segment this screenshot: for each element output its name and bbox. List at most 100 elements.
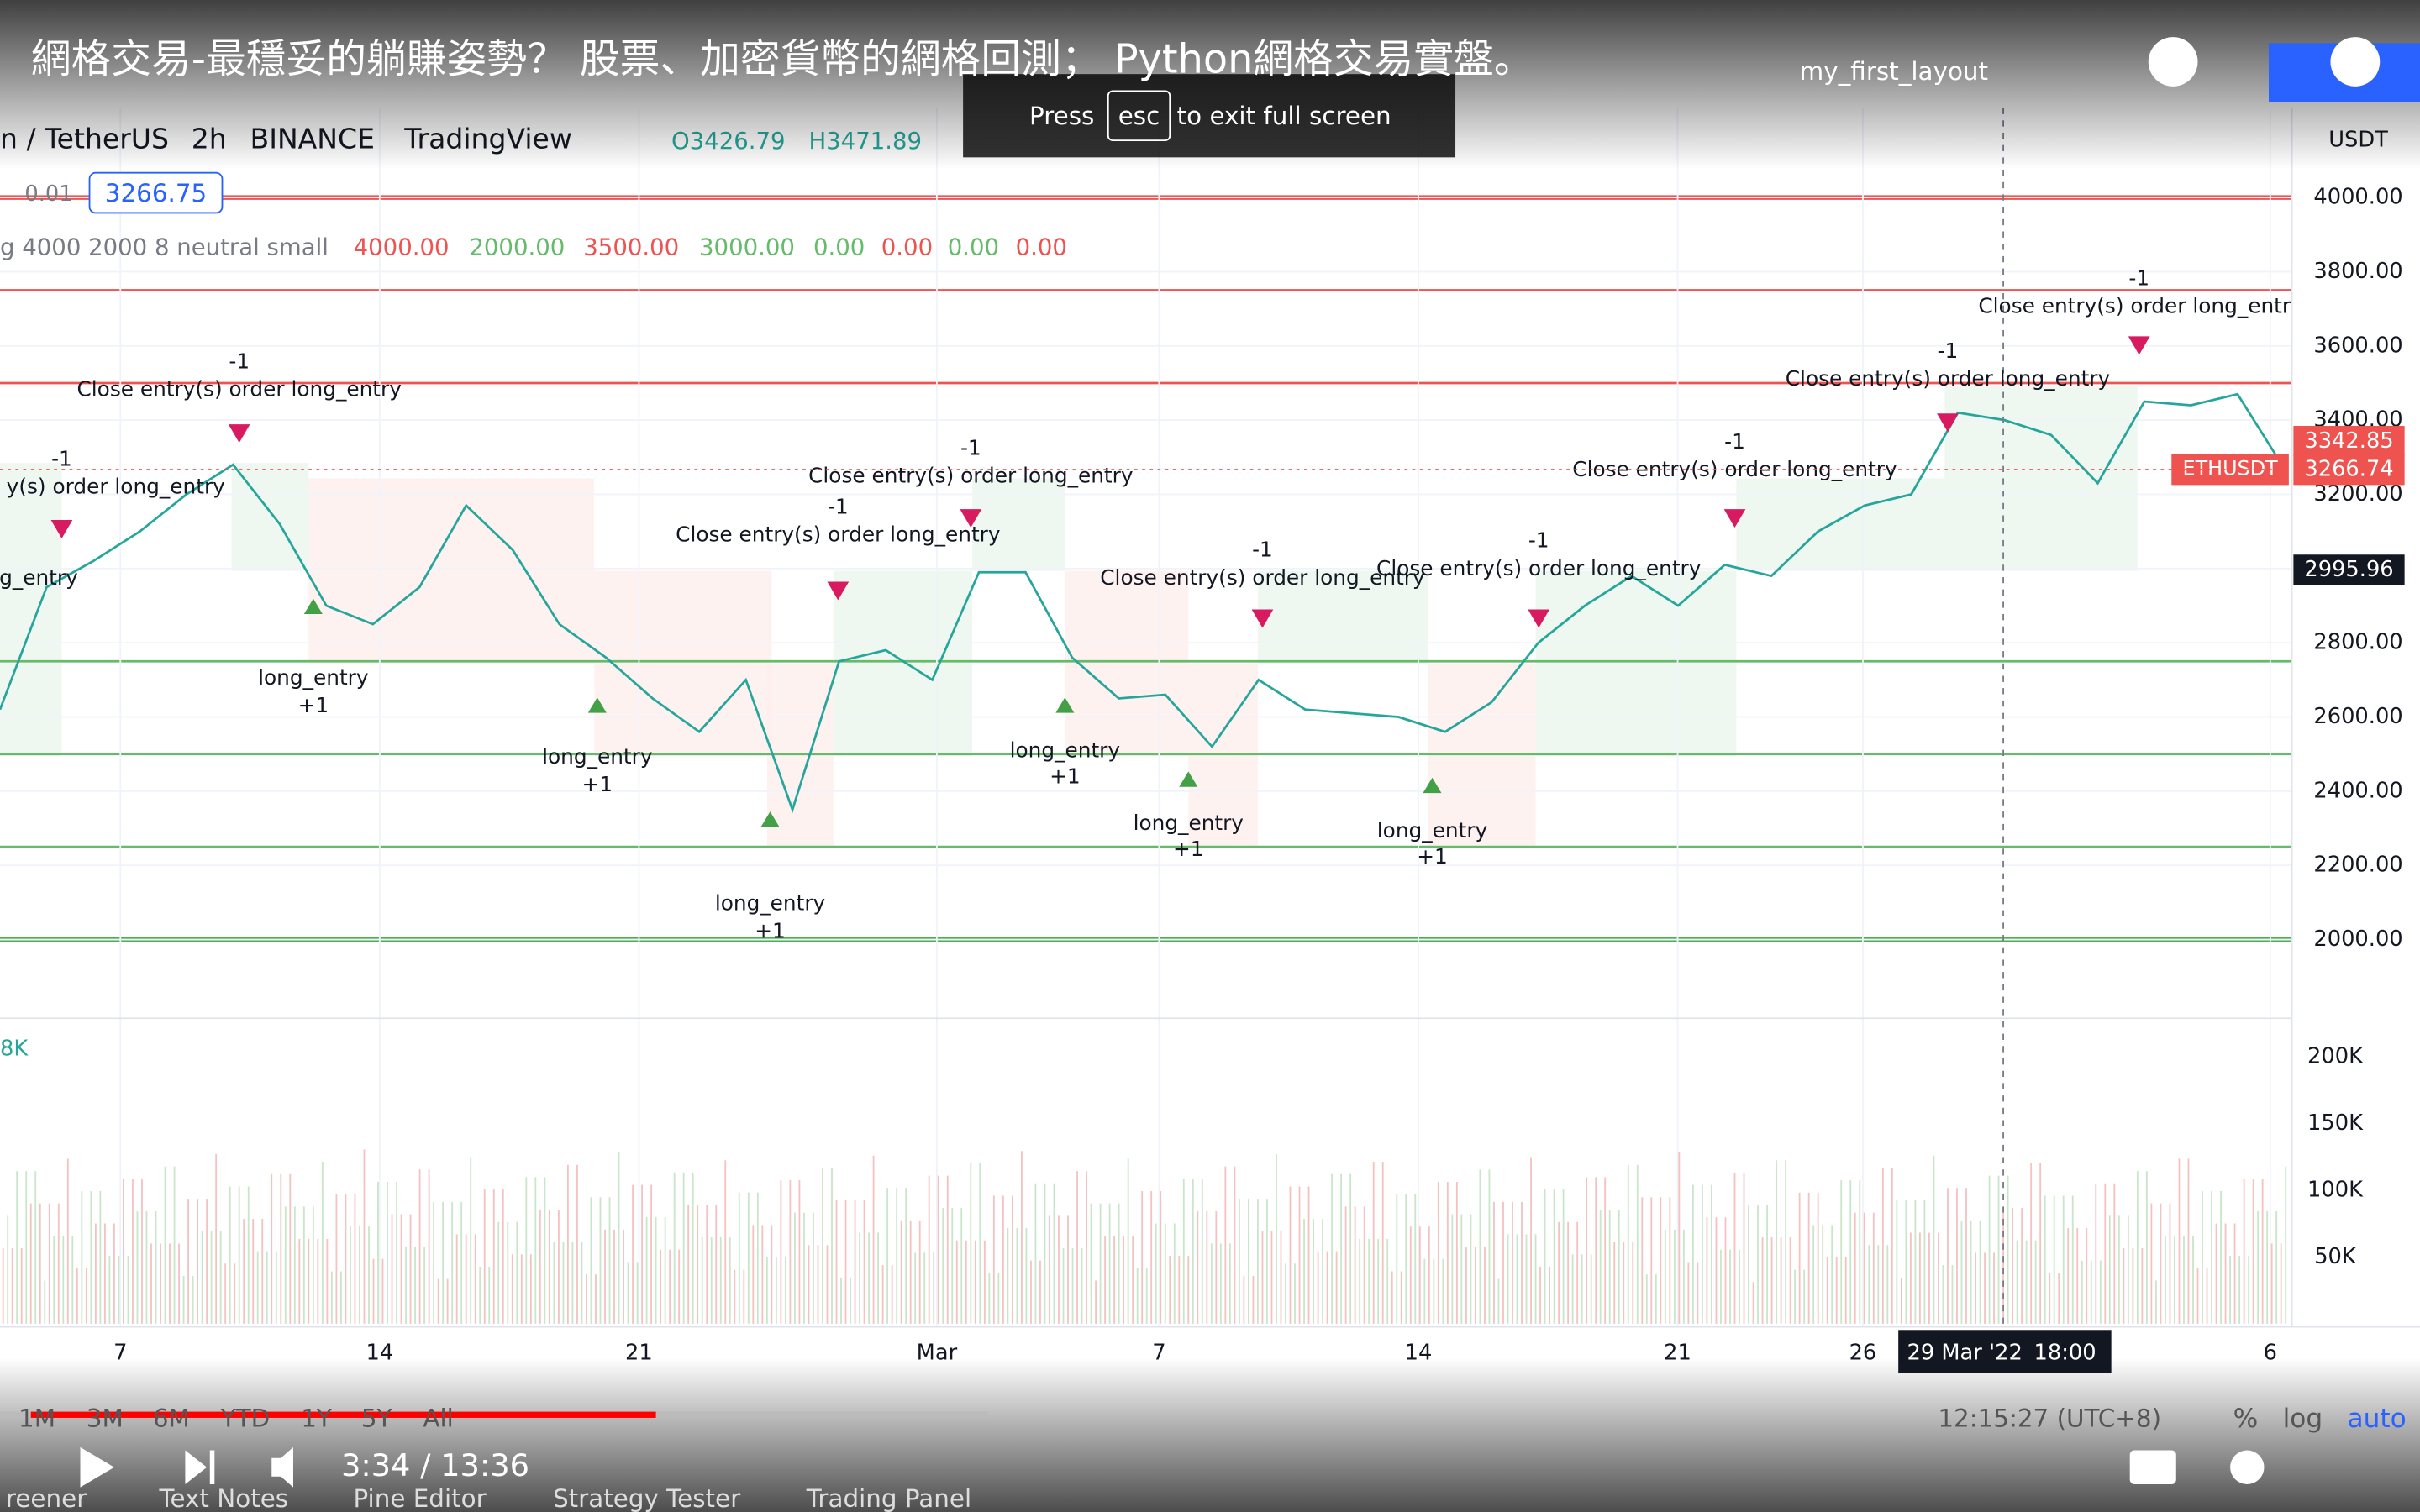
buy-arrow — [760, 811, 780, 827]
volume-tick-label: 150K — [2307, 1110, 2364, 1136]
scale-option[interactable]: log — [2283, 1404, 2323, 1434]
price-tick-label: 2800.00 — [2313, 630, 2402, 655]
price-tick-label: 2600.00 — [2313, 704, 2402, 729]
exit-qty-label: -1 — [960, 435, 981, 459]
close-label: Close entry(s) order long_entry — [76, 377, 401, 402]
entry-label: long_entry — [1134, 811, 1244, 835]
scale-option[interactable]: % — [2233, 1404, 2259, 1434]
close-label: y(s) order long_entry — [7, 474, 225, 498]
subtitles-button[interactable] — [2129, 1450, 2176, 1484]
entry-label: long_entry — [542, 744, 652, 769]
price-line — [0, 392, 2286, 814]
sell-arrow — [2128, 336, 2150, 355]
clock: 12:15:27 (UTC+8) — [1938, 1404, 2161, 1432]
settings-button[interactable] — [2230, 1450, 2265, 1484]
entry-qty-label: +1 — [1173, 837, 1204, 861]
close-label: Close entry(s) order long_entry — [1100, 565, 1424, 590]
play-button[interactable] — [80, 1446, 114, 1488]
range-button[interactable]: 5Y — [361, 1404, 392, 1432]
panel-tab[interactable]: Strategy Tester — [553, 1484, 741, 1512]
symbol-tag: ETHUSDT — [2183, 457, 2279, 480]
trade-zone — [1535, 570, 1737, 756]
progress-played[interactable] — [30, 1411, 656, 1418]
panel-tab[interactable]: Text Notes — [159, 1484, 289, 1512]
price-marker-box — [2293, 454, 2405, 486]
close-label: Close entry(s) order long_entry — [1786, 366, 2110, 391]
volume-tick-label: 200K — [2307, 1043, 2364, 1068]
panel-tab[interactable]: reener — [6, 1484, 87, 1512]
sell-arrow — [1251, 609, 1274, 628]
volume-label: 8K — [0, 1036, 29, 1061]
text-layer: 4000.003800.003600.003400.003200.003000.… — [0, 123, 2405, 1365]
price-tick-label: 2000.00 — [2313, 927, 2402, 952]
exit-qty-label: -1 — [1724, 429, 1745, 454]
close-label: Close entry(s) order long_entry — [676, 522, 1000, 546]
exit-qty-label: -1 — [1528, 528, 1549, 553]
chart-layer — [0, 108, 2292, 1327]
hint-text: Press — [1029, 102, 1094, 130]
range-button[interactable]: YTD — [220, 1404, 271, 1432]
video-title: 網格交易-最穩妥的躺賺姿勢？ 股票、加密貨幣的網格回測； Python網格交易實… — [31, 36, 1534, 82]
range-button[interactable]: 6M — [153, 1404, 190, 1432]
hint-text: to exit full screen — [1177, 102, 1392, 130]
watch-later-icon[interactable] — [2148, 37, 2198, 87]
range-button[interactable]: All — [423, 1404, 453, 1432]
close-label: Close entry(s) order long_entr — [1978, 294, 2291, 318]
price-tick-label: 4000.00 — [2313, 185, 2402, 210]
volume-tick-label: 50K — [2314, 1244, 2357, 1269]
price-marker-label: 2995.96 — [2304, 557, 2393, 582]
buy-arrow — [1423, 777, 1442, 794]
volume-button[interactable] — [271, 1446, 293, 1488]
close-label: Close entry(s) order long_entry — [1376, 556, 1701, 580]
sell-arrow — [50, 519, 73, 539]
price-tick-label: 3800.00 — [2313, 259, 2402, 284]
indicator-value: 4000.00 — [354, 234, 450, 261]
sell-arrow — [960, 509, 982, 528]
indicator-value: 0.00 — [1016, 234, 1067, 261]
panel-tab[interactable]: Pine Editor — [353, 1484, 487, 1512]
next-button[interactable] — [185, 1450, 215, 1484]
entry-qty-label: +1 — [582, 772, 613, 796]
volume-tick-label: 100K — [2307, 1177, 2364, 1202]
crosshair-date: 29 Mar '22 — [1907, 1340, 2022, 1365]
close-label: Close entry(s) order long_entry — [808, 464, 1133, 488]
close-label: Close entry(s) order long_entry — [1572, 457, 1897, 481]
range-button[interactable]: 3M — [87, 1404, 124, 1432]
hint-key: esc — [1118, 102, 1160, 130]
video-time: 3:34 / 13:36 — [341, 1447, 529, 1483]
price-tick-label: 3200.00 — [2313, 481, 2402, 507]
bottom-overlay — [0, 1357, 2420, 1512]
price-marker-label: 3342.85 — [2304, 428, 2393, 454]
indicator-value: 3000.00 — [699, 234, 795, 261]
entry-qty-label: +1 — [298, 693, 329, 717]
sell-arrow — [228, 424, 250, 444]
entry-label: long_entry — [1010, 738, 1120, 762]
range-button[interactable]: 1M — [18, 1404, 55, 1432]
panel-tab[interactable]: Trading Panel — [806, 1484, 971, 1512]
order-step: 0.01 — [24, 181, 72, 207]
fullscreen-hint-box — [963, 74, 1456, 158]
trade-zone — [1065, 570, 1189, 756]
buy-arrow — [1055, 697, 1075, 713]
range-button[interactable]: 1Y — [301, 1404, 332, 1432]
exit-qty-label: -1 — [1252, 538, 1273, 562]
price-marker-box — [2293, 554, 2405, 585]
entry-label: long_entry — [715, 890, 825, 915]
scale-option[interactable]: auto — [2347, 1404, 2406, 1434]
price-marker-box — [2293, 426, 2405, 457]
sell-arrow — [1937, 413, 1959, 433]
order-price-box — [88, 171, 224, 214]
trade-zone — [1944, 386, 2138, 571]
price-marker-label: 3266.74 — [2304, 457, 2393, 482]
entry-qty-label: +1 — [1050, 764, 1081, 789]
trade-zone — [594, 570, 772, 756]
buy-arrow — [1179, 771, 1198, 787]
exit-qty-label: -1 — [828, 494, 849, 518]
exit-qty-label: -1 — [2128, 265, 2149, 290]
esc-key-box — [1107, 90, 1171, 142]
crosshair-date-box — [1898, 1330, 2112, 1373]
info-icon[interactable] — [2330, 37, 2381, 87]
exit-qty-label: -1 — [1938, 339, 1959, 363]
buy-arrow — [303, 598, 323, 615]
